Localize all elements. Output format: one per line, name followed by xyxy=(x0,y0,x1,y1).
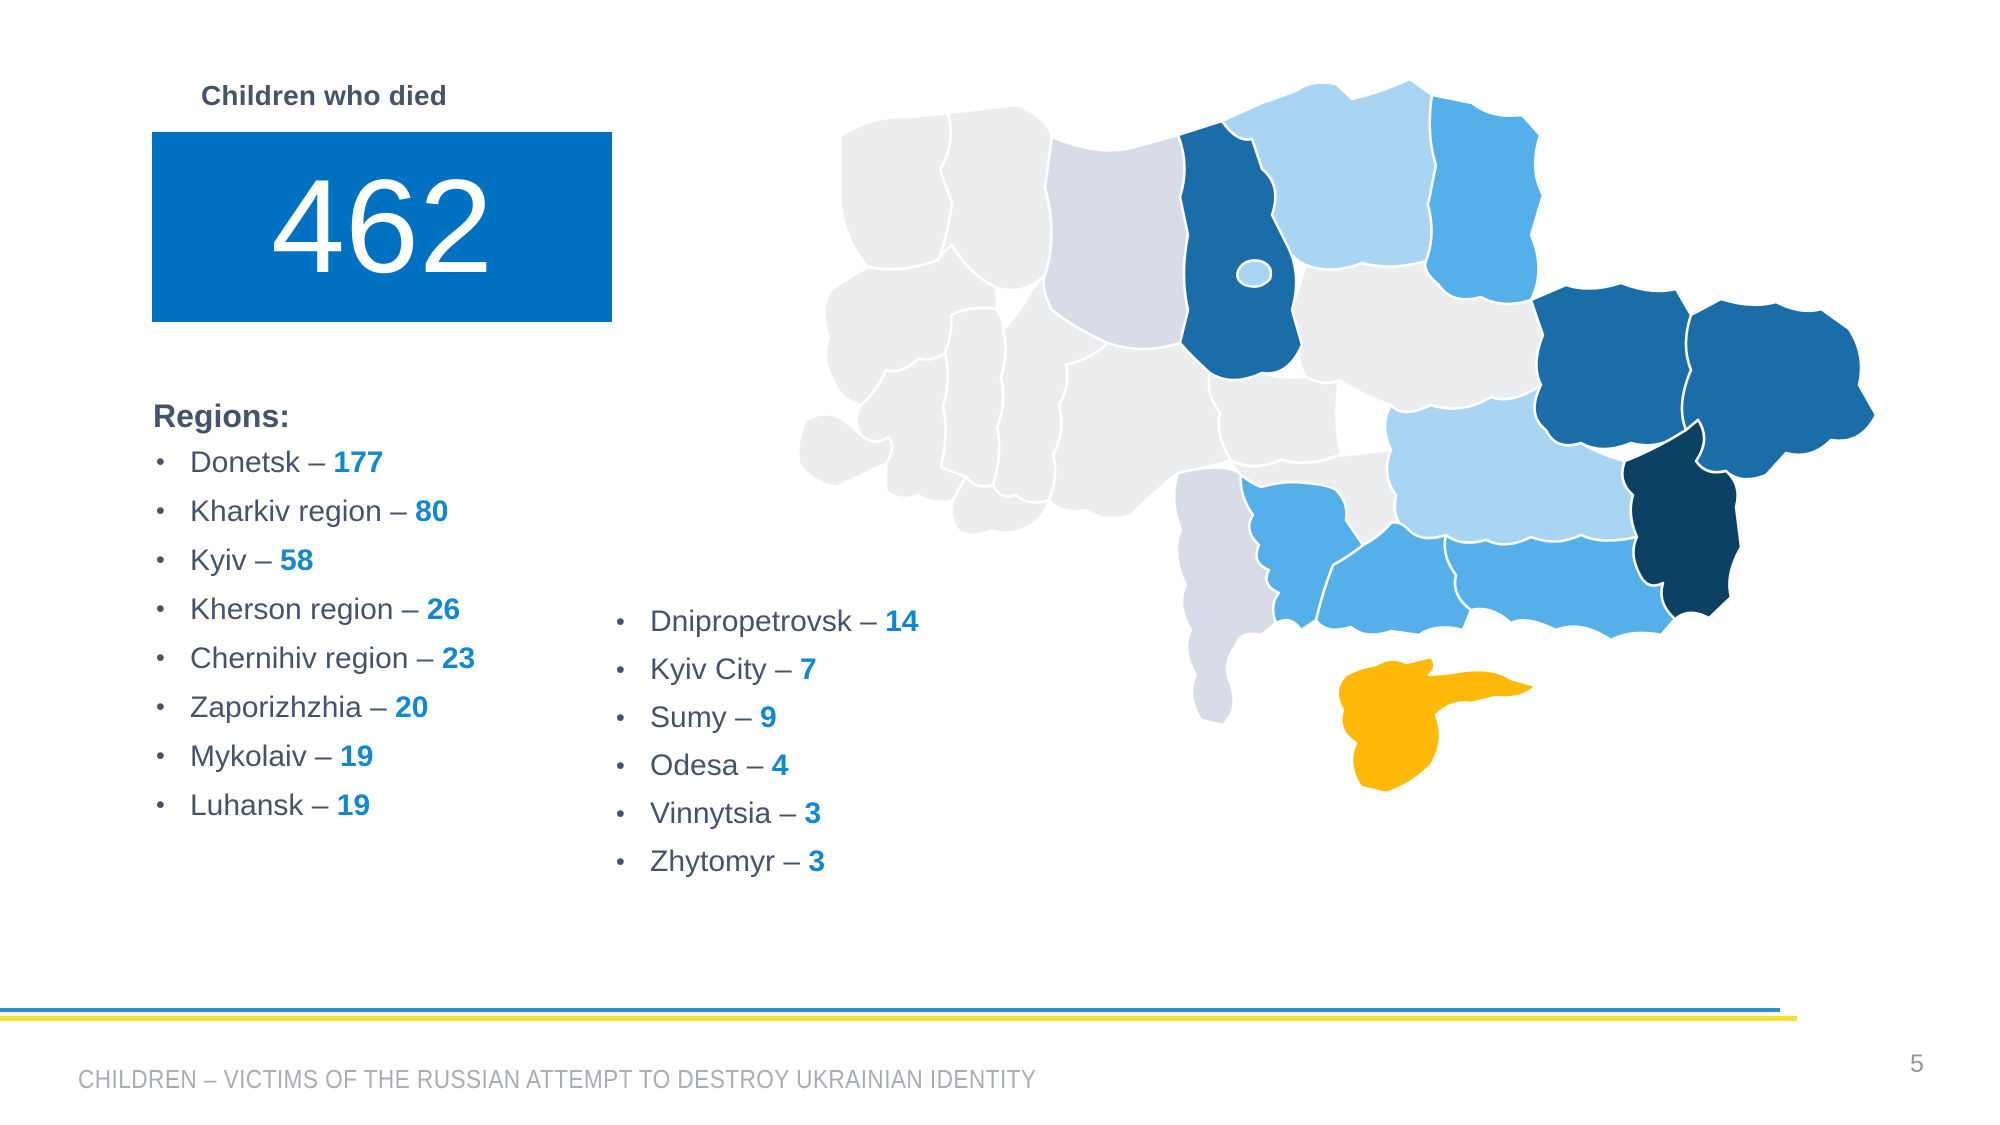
footer-title: CHILDREN – VICTIMS OF THE RUSSIAN ATTEMP… xyxy=(78,1064,1037,1094)
region-stat-item: • Mykolaiv – 19 xyxy=(156,732,475,781)
region-stat-name: Zhytomyr – xyxy=(650,845,809,878)
page-number: 5 xyxy=(1910,1050,1924,1078)
region-stat-name: Chernihiv region – xyxy=(190,641,442,675)
region-stat-item: • Vinnytsia – 3 xyxy=(616,790,918,838)
bullet-icon: • xyxy=(616,655,625,684)
region-stat-name: Odesa – xyxy=(650,749,772,782)
bullet-icon: • xyxy=(616,607,625,636)
stat-label: Children who died xyxy=(201,80,448,111)
region-list-column-1: • Donetsk – 177 • Kharkiv region – 80 • Kyiv … xyxy=(156,438,475,830)
bullet-icon: • xyxy=(616,847,625,876)
region-stat-item: • Odesa – 4 xyxy=(616,742,918,790)
bullet-icon: • xyxy=(616,799,625,828)
region-stat-name: Dnipropetrovsk – xyxy=(650,605,886,638)
map-region-mykolaiv xyxy=(1239,473,1365,632)
map-region-kyiv_city xyxy=(1236,259,1273,288)
map-region-zakarpattia xyxy=(797,413,894,489)
region-stat-name: Zaporizhzhia – xyxy=(190,690,396,724)
bullet-icon: • xyxy=(156,742,165,770)
region-stat-value: 177 xyxy=(333,445,384,479)
bullet-icon: • xyxy=(156,644,165,672)
stat-value: 462 xyxy=(271,152,493,301)
region-stat-name: Mykolaiv – xyxy=(190,739,341,773)
map-region-kyiv xyxy=(1176,119,1304,382)
region-stat-name: Kharkiv region – xyxy=(190,494,416,528)
map-region-volyn xyxy=(838,111,954,271)
region-stat-value: 26 xyxy=(426,592,461,626)
region-stat-item: • Zhytomyr – 3 xyxy=(616,838,918,886)
region-stat-value: 3 xyxy=(808,845,826,878)
bullet-icon: • xyxy=(156,497,165,525)
region-stat-name: Sumy – xyxy=(650,701,761,734)
bullet-icon: • xyxy=(156,791,165,819)
region-stat-value: 14 xyxy=(885,605,919,638)
map-region-chernivtsi xyxy=(950,475,1051,537)
region-stat-value: 80 xyxy=(415,494,449,528)
ukraine-map-svg xyxy=(797,77,1878,795)
region-stat-item: • Dnipropetrovsk – 14 xyxy=(616,598,918,646)
bullet-icon: • xyxy=(156,546,165,574)
region-stat-value: 20 xyxy=(395,690,429,724)
ukraine-choropleth-map xyxy=(790,75,1890,815)
region-stat-name: Luhansk – xyxy=(190,788,337,822)
map-region-sumy xyxy=(1424,93,1545,306)
region-stat-value: 58 xyxy=(280,543,314,577)
region-stat-value: 9 xyxy=(760,701,777,734)
bullet-icon: • xyxy=(616,703,625,732)
region-stat-item: • Kyiv City – 7 xyxy=(616,646,918,694)
region-stat-item: • Donetsk – 177 xyxy=(156,438,475,487)
map-region-zhytomyr xyxy=(1042,133,1190,351)
region-stat-item: • Sumy – 9 xyxy=(616,694,918,742)
region-stat-item: • Chernihiv region – 23 xyxy=(156,634,475,683)
map-region-kharkiv xyxy=(1529,281,1693,451)
region-stat-name: Kherson region – xyxy=(190,592,427,626)
bullet-icon: • xyxy=(156,595,165,623)
region-stat-item: • Luhansk – 19 xyxy=(156,781,475,830)
regions-heading: Regions: xyxy=(153,398,290,434)
bullet-icon: • xyxy=(156,693,165,721)
region-stat-name: Vinnytsia – xyxy=(650,797,805,830)
region-stat-value: 23 xyxy=(441,641,476,675)
region-stat-item: • Kharkiv region – 80 xyxy=(156,487,475,536)
region-stat-value: 7 xyxy=(800,653,817,686)
map-region-ternopil xyxy=(939,306,1007,488)
bullet-icon: • xyxy=(156,448,165,476)
region-list-column-2: • Dnipropetrovsk – 14 • Kyiv City – 7 • Sumy … xyxy=(616,598,918,886)
region-stat-value: 4 xyxy=(771,749,789,782)
region-stat-item: • Kyiv – 58 xyxy=(156,536,475,585)
region-stat-name: Kyiv City – xyxy=(650,653,801,686)
flag-line-blue xyxy=(0,1008,1780,1012)
region-stat-value: 19 xyxy=(340,739,374,773)
region-stat-value: 3 xyxy=(804,797,822,830)
map-region-donetsk xyxy=(1621,418,1743,621)
bullet-icon: • xyxy=(616,751,625,780)
stat-box: 462 xyxy=(152,132,612,322)
map-region-crimea xyxy=(1336,655,1538,795)
region-stat-item: • Kherson region – 26 xyxy=(156,585,475,634)
region-stat-name: Donetsk – xyxy=(190,445,334,479)
flag-line-yellow xyxy=(0,1016,1797,1021)
region-stat-item: • Zaporizhzhia – 20 xyxy=(156,683,475,732)
map-region-cherkasy xyxy=(1207,371,1343,468)
map-region-luhansk xyxy=(1680,297,1878,481)
region-stat-name: Kyiv – xyxy=(190,543,281,577)
region-stat-value: 19 xyxy=(336,788,371,822)
